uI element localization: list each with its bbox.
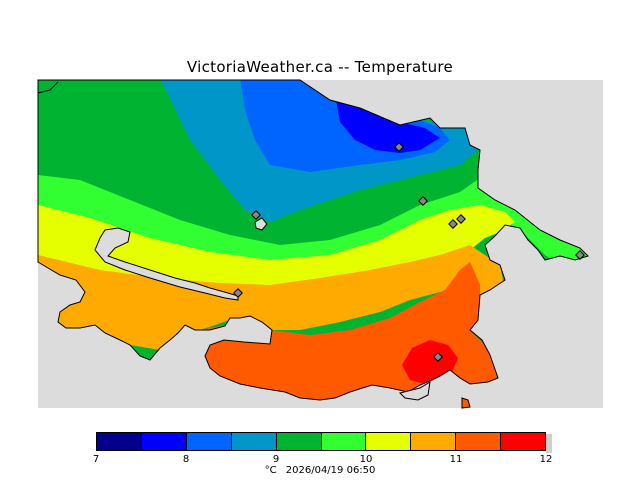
colorbar-swatch [276,433,322,450]
colorbar-swatch [97,433,142,450]
map-title: VictoriaWeather.ca -- Temperature [186,58,454,76]
colorbar-swatch [411,433,457,450]
unit-label: °C [264,465,277,476]
colorbar-tick-label: 10 [359,454,373,465]
lake-water [254,217,268,231]
station-marker [456,214,466,224]
legend-caption: °C 2026/04/19 06:50 [0,465,640,476]
colorbar-tick-label: 8 [182,454,190,465]
bay-water [399,381,431,401]
band-7.5-8 [335,95,440,153]
timestamp: 2026/04/19 06:50 [285,465,376,476]
station-marker [575,250,585,260]
colorbar-tick-label: 12 [539,454,553,465]
station-marker [394,142,404,152]
station-marker [448,219,458,229]
station-marker [251,210,261,220]
station-marker [233,288,243,298]
colorbar-tick-label: 7 [92,454,100,465]
temperature-map [37,79,603,409]
colorbar-tick-label: 11 [449,454,463,465]
station-markers [233,142,585,362]
colorbar-swatch [501,433,546,450]
colorbar-swatch [231,433,277,450]
small-island [461,397,471,409]
colorbar [96,432,546,451]
band-9.5-10 [38,150,588,270]
colorbar-shadow [546,434,552,453]
inlet-water [94,227,239,301]
colorbar-swatch [366,433,412,450]
colorbar-swatch [456,433,502,450]
station-marker [418,196,428,206]
top-left-island-edge [37,81,59,94]
colorbar-swatch [141,433,187,450]
band-11.5-12 [402,340,458,384]
colorbar-tick-label: 9 [272,454,280,465]
band-10.5-11 [38,245,505,350]
colorbar-swatch [321,433,367,450]
station-marker [433,352,443,362]
colorbar-swatch [186,433,232,450]
